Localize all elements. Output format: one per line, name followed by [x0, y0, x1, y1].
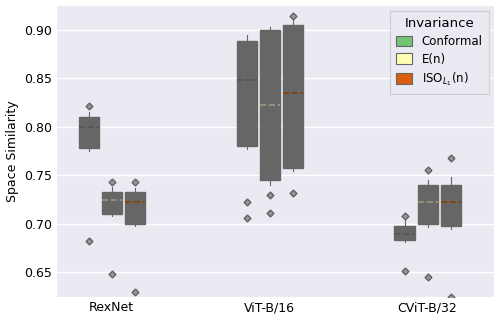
Legend: Conformal, E(n), ISO$_{L_1}$(n): Conformal, E(n), ISO$_{L_1}$(n) [390, 12, 488, 94]
PathPatch shape [102, 192, 121, 214]
PathPatch shape [260, 30, 280, 180]
PathPatch shape [236, 42, 256, 146]
PathPatch shape [124, 192, 145, 224]
PathPatch shape [78, 117, 98, 148]
Y-axis label: Space Similarity: Space Similarity [6, 100, 18, 202]
PathPatch shape [440, 185, 460, 226]
PathPatch shape [418, 185, 438, 224]
PathPatch shape [282, 25, 302, 168]
PathPatch shape [394, 226, 414, 240]
